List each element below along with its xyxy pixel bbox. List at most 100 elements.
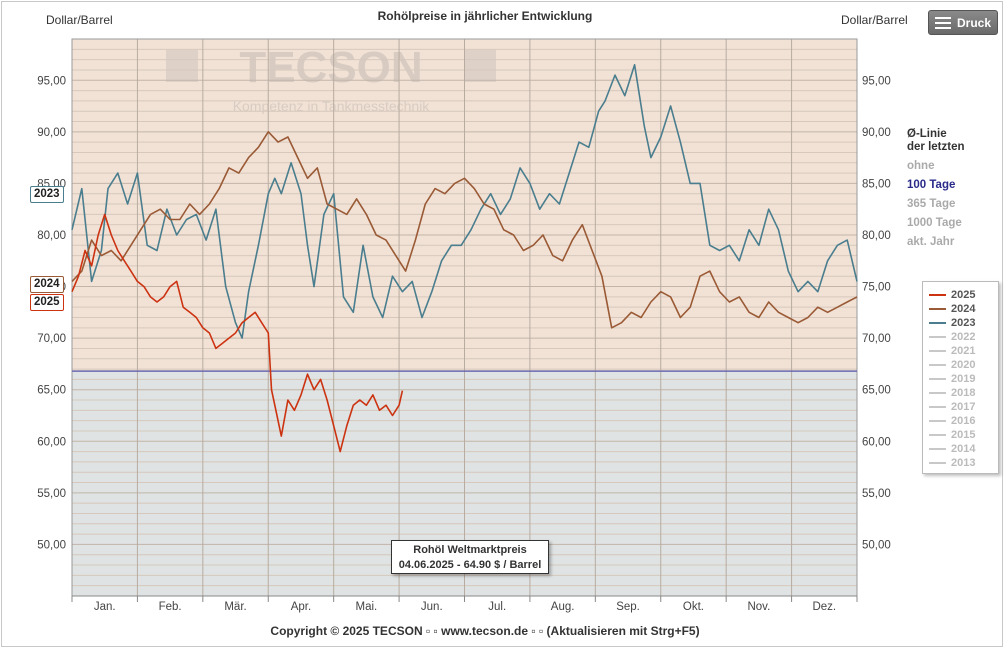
y-tick-label-right: 95,00 (862, 75, 891, 87)
watermark-brand: TECSON (239, 43, 422, 92)
y-tick-label-right: 80,00 (862, 230, 891, 242)
legend-label: 2022 (951, 331, 976, 343)
average-option[interactable]: ohne (907, 160, 935, 172)
legend-swatch (929, 308, 946, 310)
x-tick-label: Aug. (551, 601, 575, 613)
watermark-square-right (464, 50, 496, 82)
y-tick-label-right: 85,00 (862, 178, 891, 190)
legend-label: 2020 (951, 359, 976, 371)
legend-item-2015[interactable]: 2015 (929, 428, 975, 442)
tag-2023: 2023 (30, 186, 64, 203)
series-line-2023 (71, 64, 858, 339)
legend-label: 2015 (951, 429, 976, 441)
legend-item-2021[interactable]: 2021 (929, 344, 975, 358)
legend-item-2023[interactable]: 2023 (929, 316, 975, 330)
y-tick-label-left: 90,00 (37, 127, 66, 139)
legend-item-2014[interactable]: 2014 (929, 442, 975, 456)
x-tick-label: Mär. (224, 601, 246, 613)
legend-item-2025[interactable]: 2025 (929, 288, 975, 302)
legend-label: 2013 (951, 457, 976, 469)
print-button[interactable]: Druck (928, 10, 998, 35)
y-tick-label-right: 90,00 (862, 127, 891, 139)
legend-label: 2024 (951, 303, 976, 315)
tag-2024: 2024 (30, 276, 64, 293)
y-tick-label-left: 50,00 (37, 539, 66, 551)
legend-item-2016[interactable]: 2016 (929, 414, 975, 428)
average-option[interactable]: 1000 Tage (907, 217, 962, 229)
grid-lines (71, 38, 858, 597)
y-axis-left: 50,0055,0060,0065,0070,0075,0080,0085,00… (37, 75, 66, 551)
legend-swatch (929, 406, 946, 408)
legend-item-2022[interactable]: 2022 (929, 330, 975, 344)
legend-swatch (929, 462, 946, 464)
y-tick-label-left: 60,00 (37, 436, 66, 448)
y-tick-label-right: 50,00 (862, 539, 891, 551)
legend-item-2017[interactable]: 2017 (929, 400, 975, 414)
menu-icon (935, 16, 951, 29)
average-selector: Ø-Linie der letzten ohne 100 Tage 365 Tage… (907, 128, 979, 252)
copyright-footer: Copyright © 2025 TECSON ▫ ▫ www.tecson.d… (270, 624, 700, 638)
average-option[interactable]: 100 Tage (907, 179, 956, 191)
legend-label: 2023 (951, 317, 976, 329)
x-tick-label: Apr. (291, 601, 311, 613)
legend-swatch (929, 350, 946, 352)
tag-2025: 2025 (30, 294, 64, 311)
series-line-2024 (71, 131, 858, 329)
x-tick-label: Feb. (159, 601, 182, 613)
legend: 2025 2024 2023 2022 2021 2020 2019 2018 2017 2016… (922, 281, 999, 474)
legend-swatch (929, 336, 946, 338)
legend-label: 2014 (951, 443, 976, 455)
x-tick-label: Jun. (421, 601, 443, 613)
print-button-label: Druck (957, 15, 992, 30)
y-tick-label-right: 55,00 (862, 488, 891, 500)
x-tick-label: Okt. (683, 601, 704, 613)
legend-swatch (929, 420, 946, 422)
legend-swatch (929, 322, 946, 324)
legend-label: 2019 (951, 373, 976, 385)
legend-label: 2017 (951, 401, 976, 413)
watermark-square-left (166, 50, 198, 82)
x-tick-label: Dez. (812, 601, 836, 613)
tooltip: Rohöl Weltmarktpreis 04.06.2025 - 64.90 … (391, 540, 549, 574)
y-tick-label-right: 65,00 (862, 385, 891, 397)
legend-swatch (929, 434, 946, 436)
legend-item-2020[interactable]: 2020 (929, 358, 975, 372)
x-tick-label: Sep. (616, 601, 640, 613)
watermark-tagline: Kompetenz in Tankmesstechnik (233, 98, 431, 114)
y-tick-label-right: 60,00 (862, 436, 891, 448)
legend-item-2018[interactable]: 2018 (929, 386, 975, 400)
y-tick-label-left: 55,00 (37, 488, 66, 500)
x-tick-label: Jan. (94, 601, 116, 613)
y-tick-label-left: 80,00 (37, 230, 66, 242)
legend-swatch (929, 378, 946, 380)
y-axis-right: 50,00 55,00 60,00 65,00 70,00 75,00 80,00 85,00… (862, 75, 891, 551)
legend-item-2013[interactable]: 2013 (929, 456, 975, 470)
legend-label: 2021 (951, 345, 976, 357)
y-tick-label-right: 70,00 (862, 333, 891, 345)
legend-swatch (929, 392, 946, 394)
tooltip-line1: Rohöl Weltmarktpreis (413, 544, 527, 556)
right-axis-unit: Dollar/Barrel (841, 13, 908, 27)
tooltip-line2: 04.06.2025 - 64.90 $ / Barrel (398, 559, 542, 571)
chart-title: Rohölpreise in jährlicher Entwicklung (377, 9, 593, 23)
x-tick-label: Mai. (356, 601, 378, 613)
legend-item-2019[interactable]: 2019 (929, 372, 975, 386)
average-header-line1: Ø-Linie (907, 128, 947, 140)
x-tick-label: Jul. (488, 601, 506, 613)
legend-swatch (929, 294, 946, 296)
y-tick-label-left: 70,00 (37, 333, 66, 345)
legend-label: 2025 (951, 289, 976, 301)
legend-item-2024[interactable]: 2024 (929, 302, 975, 316)
watermark: TECSON Kompetenz in Tankmesstechnik (166, 43, 496, 114)
series-lines (71, 64, 858, 453)
y-tick-label-left: 65,00 (37, 385, 66, 397)
x-tick-label: Nov. (747, 601, 770, 613)
y-tick-label-right: 75,00 (862, 282, 891, 294)
average-option[interactable]: akt. Jahr (907, 236, 955, 248)
average-option[interactable]: 365 Tage (907, 198, 956, 210)
legend-swatch (929, 448, 946, 450)
y-tick-label-left: 95,00 (37, 75, 66, 87)
left-axis-unit: Dollar/Barrel (46, 13, 113, 27)
legend-label: 2018 (951, 387, 976, 399)
